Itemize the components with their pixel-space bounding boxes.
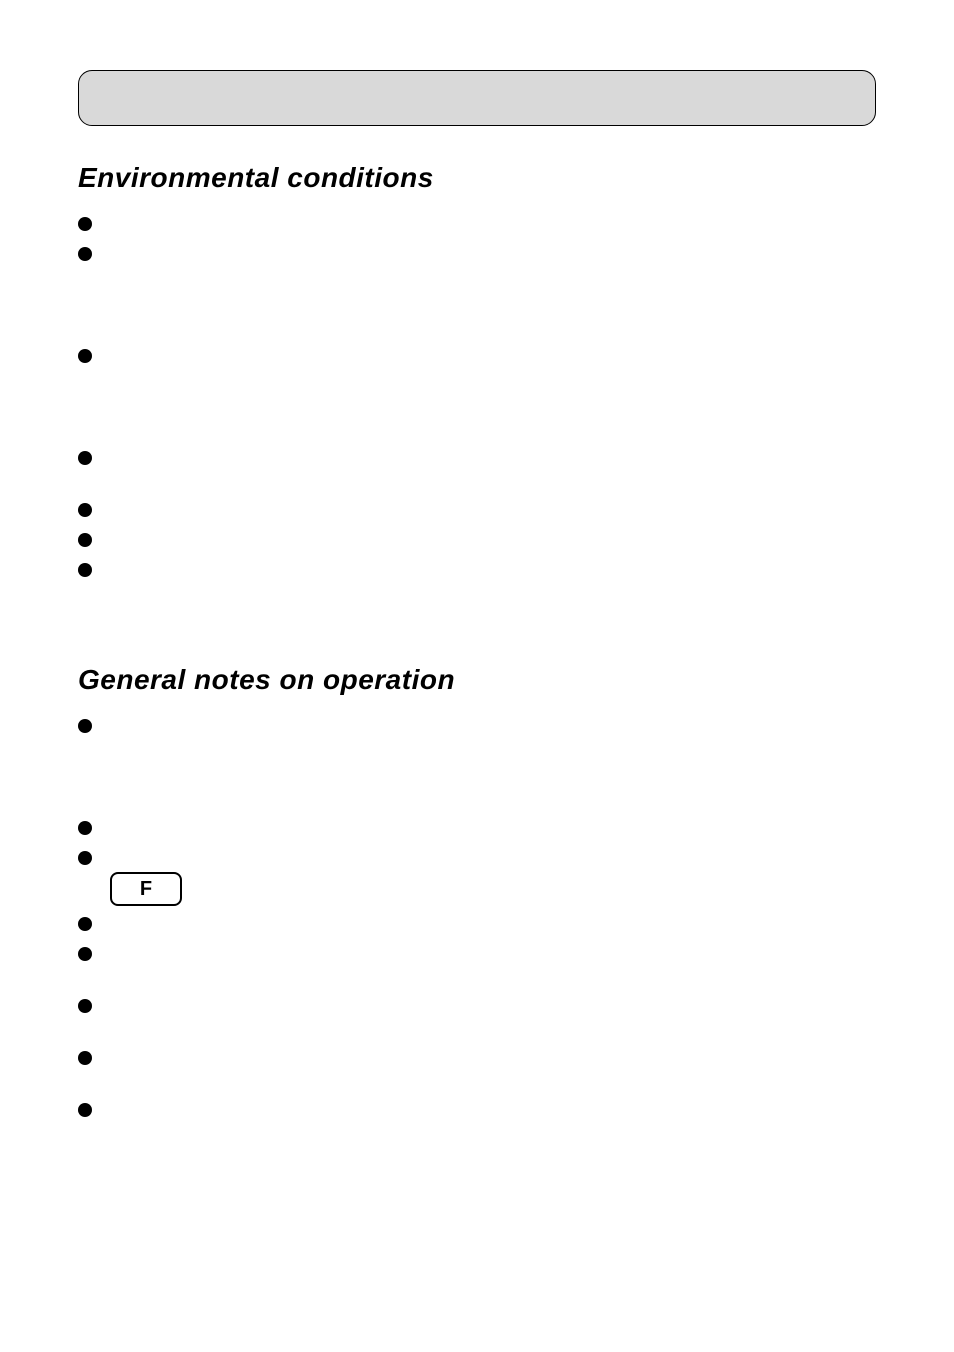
bullet-list-environmental [78,212,876,582]
list-item [78,344,876,368]
list-item-text [110,344,876,368]
list-item [78,498,876,522]
list-item-text [110,942,876,966]
bullet-icon [78,349,92,363]
header-banner [78,70,876,126]
list-item-text [110,242,876,266]
list-item [78,528,876,552]
bullet-icon [78,503,92,517]
bullet-icon [78,1051,92,1065]
bullet-icon [78,917,92,931]
document-page: Environmental conditions [0,0,954,1352]
f-key-icon: F [110,872,182,906]
list-item-text [110,816,876,840]
bullet-list-general-notes: F [78,714,876,1122]
list-item [78,212,876,236]
list-item [78,1046,876,1070]
bullet-icon [78,217,92,231]
bullet-icon [78,821,92,835]
list-item [78,714,876,738]
bullet-icon [78,947,92,961]
key-row: F [110,872,876,906]
bullet-icon [78,451,92,465]
list-item [78,558,876,582]
list-item [78,446,876,470]
list-item [78,242,876,266]
list-item-text [110,1046,876,1070]
section-title-environmental: Environmental conditions [78,162,876,194]
bullet-icon [78,851,92,865]
bullet-icon [78,1103,92,1117]
list-item-text [110,994,876,1018]
bullet-icon [78,563,92,577]
list-item [78,816,876,840]
bullet-icon [78,247,92,261]
list-item-text [110,714,876,738]
list-item-text [110,846,876,870]
section-title-general-notes: General notes on operation [78,664,876,696]
list-item-text [110,498,876,522]
list-item-text [110,1098,876,1122]
bullet-icon [78,999,92,1013]
list-item-text [110,528,876,552]
list-item [78,846,876,870]
list-item-text [110,212,876,236]
bullet-icon [78,719,92,733]
list-item-text [110,912,876,936]
list-item-text [110,446,876,470]
list-item [78,994,876,1018]
list-item [78,1098,876,1122]
list-item [78,912,876,936]
list-item [78,942,876,966]
bullet-icon [78,533,92,547]
list-item-text [110,558,876,582]
